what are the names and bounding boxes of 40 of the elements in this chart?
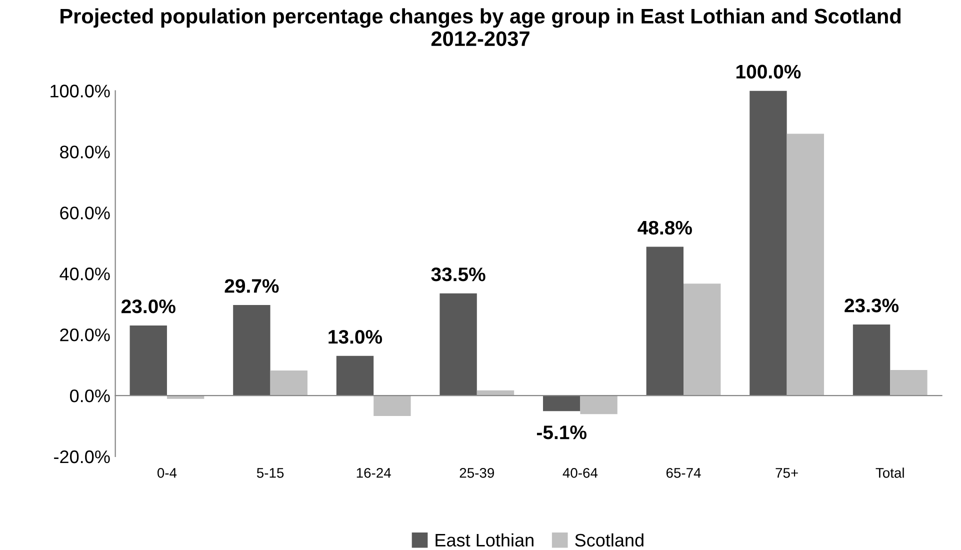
bar: [750, 90, 787, 396]
y-tick-label: -20.0%: [54, 450, 110, 464]
data-label: 23.0%: [121, 299, 176, 314]
bar: [852, 324, 890, 396]
x-tick-label: 25-39: [460, 468, 494, 478]
y-tick-label: 40.0%: [60, 268, 110, 280]
x-tick-label: 65-74: [666, 468, 701, 478]
bar: [890, 370, 928, 396]
data-label: 48.8%: [638, 220, 692, 235]
bar: [233, 305, 270, 396]
chart-title: Projected population percentage changes by age group in East Lothian and Scotland 2012-2037: [60, 8, 901, 46]
bar: [580, 396, 618, 414]
data-label: 29.7%: [224, 279, 279, 293]
x-tick-label: 16-24: [356, 468, 391, 478]
bar: [130, 325, 167, 396]
bar: [684, 284, 721, 396]
x-tick-label: 40-64: [562, 468, 598, 478]
y-tick-label: 0.0%: [70, 389, 110, 402]
data-label: -5.1%: [536, 426, 586, 440]
bar: [336, 356, 374, 396]
y-tick-label: 100.0%: [50, 84, 110, 98]
legend-label: Scotland: [575, 533, 644, 547]
data-label: 100.0%: [736, 64, 801, 79]
y-tick-label: 80.0%: [60, 146, 110, 158]
bar: [440, 293, 477, 396]
y-tick-label: 60.0%: [60, 206, 110, 220]
x-tick-label: Total: [876, 468, 904, 478]
x-tick-label: 5-15: [256, 468, 284, 478]
x-tick-label: 0-4: [157, 468, 177, 478]
y-tick-label: 20.0%: [60, 328, 110, 342]
bar: [786, 134, 824, 396]
data-label: 33.5%: [431, 267, 486, 282]
x-tick-label: 75+: [776, 468, 798, 478]
bar: [646, 246, 684, 396]
bar: [374, 396, 411, 416]
bar: [270, 370, 308, 396]
legend-label: East Lothian: [436, 533, 534, 547]
data-label: 13.0%: [328, 330, 382, 344]
bar: [543, 396, 580, 412]
data-label: 23.3%: [844, 298, 899, 312]
